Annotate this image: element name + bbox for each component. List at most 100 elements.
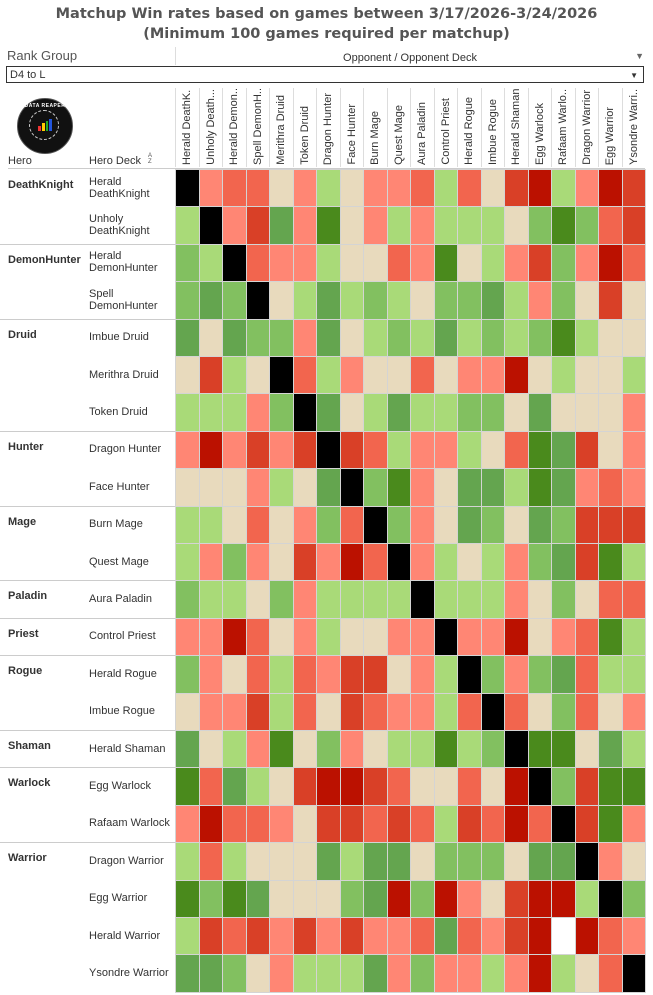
mirror-cell[interactable] <box>339 468 364 507</box>
heatmap-cell[interactable] <box>245 730 270 769</box>
heatmap-cell[interactable] <box>245 243 270 283</box>
heatmap-cell[interactable] <box>574 543 599 582</box>
heatmap-cell[interactable] <box>480 393 505 432</box>
heatmap-cell[interactable] <box>245 505 270 544</box>
heatmap-cell[interactable] <box>198 692 223 731</box>
heatmap-cell[interactable] <box>316 767 341 806</box>
heatmap-cell[interactable] <box>457 842 482 881</box>
heatmap-cell[interactable] <box>363 543 388 582</box>
mirror-cell[interactable] <box>433 617 458 657</box>
heatmap-cell[interactable] <box>222 356 247 395</box>
heatmap-cell[interactable] <box>574 954 599 993</box>
heatmap-cell[interactable] <box>574 655 599 694</box>
heatmap-cell[interactable] <box>410 243 435 283</box>
heatmap-cell[interactable] <box>457 206 482 245</box>
heatmap-cell[interactable] <box>175 505 200 544</box>
mirror-cell[interactable] <box>316 430 341 470</box>
heatmap-cell[interactable] <box>574 617 599 657</box>
heatmap-cell[interactable] <box>551 879 576 918</box>
heatmap-cell[interactable] <box>410 617 435 657</box>
heatmap-cell[interactable] <box>480 617 505 657</box>
heatmap-cell[interactable] <box>621 767 646 806</box>
mirror-cell[interactable] <box>292 393 317 432</box>
heatmap-cell[interactable] <box>316 543 341 582</box>
heatmap-cell[interactable] <box>245 430 270 470</box>
heatmap-cell[interactable] <box>410 281 435 320</box>
heatmap-cell[interactable] <box>410 767 435 806</box>
heatmap-cell[interactable] <box>339 505 364 544</box>
heatmap-cell[interactable] <box>198 617 223 657</box>
hero-deck-column-header[interactable]: Hero Deck <box>89 155 141 167</box>
heatmap-cell[interactable] <box>363 692 388 731</box>
heatmap-cell[interactable] <box>222 505 247 544</box>
heatmap-cell[interactable] <box>292 804 317 844</box>
heatmap-cell[interactable] <box>269 954 294 993</box>
heatmap-cell[interactable] <box>292 468 317 507</box>
heatmap-cell[interactable] <box>621 842 646 881</box>
heatmap-cell[interactable] <box>222 169 247 208</box>
heatmap-cell[interactable] <box>527 206 552 245</box>
heatmap-cell[interactable] <box>621 430 646 470</box>
heatmap-cell[interactable] <box>574 281 599 320</box>
heatmap-cell[interactable] <box>198 318 223 357</box>
heatmap-cell[interactable] <box>433 655 458 694</box>
heatmap-cell[interactable] <box>245 206 270 245</box>
heatmap-cell[interactable] <box>386 804 411 844</box>
heatmap-cell[interactable] <box>198 655 223 694</box>
heatmap-cell[interactable] <box>410 430 435 470</box>
heatmap-cell[interactable] <box>292 318 317 357</box>
heatmap-cell[interactable] <box>222 617 247 657</box>
heatmap-cell[interactable] <box>245 356 270 395</box>
heatmap-cell[interactable] <box>292 954 317 993</box>
heatmap-cell[interactable] <box>598 842 623 881</box>
heatmap-cell[interactable] <box>504 243 529 283</box>
heatmap-cell[interactable] <box>269 318 294 357</box>
heatmap-cell[interactable] <box>480 879 505 918</box>
heatmap-cell[interactable] <box>269 879 294 918</box>
heatmap-cell[interactable] <box>504 318 529 357</box>
heatmap-cell[interactable] <box>433 543 458 582</box>
heatmap-cell[interactable] <box>339 430 364 470</box>
heatmap-cell[interactable] <box>339 243 364 283</box>
heatmap-cell[interactable] <box>457 393 482 432</box>
heatmap-cell[interactable] <box>292 692 317 731</box>
heatmap-cell[interactable] <box>269 543 294 582</box>
heatmap-cell[interactable] <box>574 393 599 432</box>
heatmap-cell[interactable] <box>480 169 505 208</box>
heatmap-cell[interactable] <box>621 243 646 283</box>
heatmap-cell[interactable] <box>316 617 341 657</box>
mirror-cell[interactable] <box>527 767 552 806</box>
empty-cell[interactable] <box>551 917 576 956</box>
heatmap-cell[interactable] <box>480 281 505 320</box>
heatmap-cell[interactable] <box>504 505 529 544</box>
heatmap-cell[interactable] <box>480 842 505 881</box>
heatmap-cell[interactable] <box>410 655 435 694</box>
heatmap-cell[interactable] <box>574 206 599 245</box>
heatmap-cell[interactable] <box>198 243 223 283</box>
heatmap-cell[interactable] <box>222 954 247 993</box>
heatmap-cell[interactable] <box>598 804 623 844</box>
heatmap-cell[interactable] <box>316 692 341 731</box>
heatmap-cell[interactable] <box>598 430 623 470</box>
heatmap-cell[interactable] <box>175 879 200 918</box>
heatmap-cell[interactable] <box>504 169 529 208</box>
heatmap-cell[interactable] <box>457 917 482 956</box>
heatmap-cell[interactable] <box>433 318 458 357</box>
heatmap-cell[interactable] <box>316 730 341 769</box>
heatmap-cell[interactable] <box>339 879 364 918</box>
heatmap-cell[interactable] <box>574 356 599 395</box>
heatmap-cell[interactable] <box>457 243 482 283</box>
rank-group-select[interactable]: D4 to L ▼ <box>6 66 644 83</box>
heatmap-cell[interactable] <box>386 468 411 507</box>
heatmap-cell[interactable] <box>621 692 646 731</box>
heatmap-cell[interactable] <box>410 804 435 844</box>
heatmap-cell[interactable] <box>292 655 317 694</box>
heatmap-cell[interactable] <box>222 206 247 245</box>
heatmap-cell[interactable] <box>457 580 482 619</box>
heatmap-cell[interactable] <box>292 879 317 918</box>
heatmap-cell[interactable] <box>339 318 364 357</box>
heatmap-cell[interactable] <box>386 505 411 544</box>
heatmap-cell[interactable] <box>551 842 576 881</box>
heatmap-cell[interactable] <box>222 468 247 507</box>
heatmap-cell[interactable] <box>269 206 294 245</box>
